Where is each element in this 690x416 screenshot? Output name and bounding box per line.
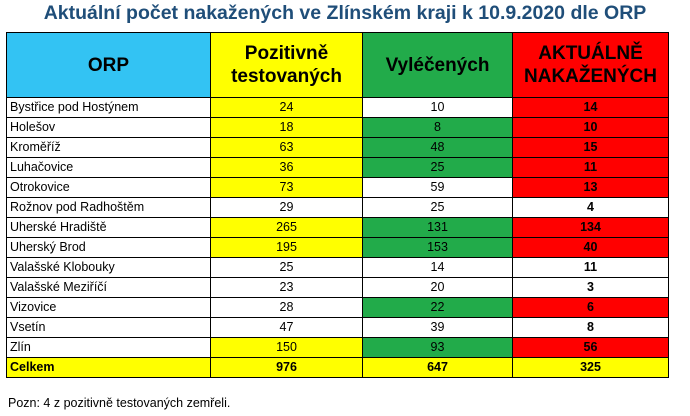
table-row: Bystřice pod Hostýnem 24 10 14 <box>6 97 669 118</box>
recovered-cell: 22 <box>362 297 513 318</box>
header-positive-line1: Pozitivně <box>244 43 329 64</box>
orp-name-cell: Valašské Meziříčí <box>6 277 211 298</box>
recovered-cell: 131 <box>362 217 513 238</box>
recovered-cell: 20 <box>362 277 513 298</box>
header-recovered-label: Vyléčených <box>385 54 490 76</box>
recovered-cell: 93 <box>362 337 513 358</box>
header-positive-line2: testovaných <box>231 66 342 87</box>
orp-name-cell: Holešov <box>6 117 211 138</box>
recovered-cell: 25 <box>362 157 513 178</box>
active-cell: 4 <box>512 197 669 218</box>
total-recovered: 647 <box>362 357 513 378</box>
orp-name-cell: Vsetín <box>6 317 211 338</box>
recovered-cell: 14 <box>362 257 513 278</box>
active-cell: 13 <box>512 177 669 198</box>
header-row: ORP Pozitivně testovaných Vyléčených AKT… <box>6 32 669 98</box>
table-row: Vsetín 47 39 8 <box>6 317 669 338</box>
table-row: Otrokovice 73 59 13 <box>6 177 669 198</box>
orp-name-cell: Uherské Hradiště <box>6 217 211 238</box>
orp-name-cell: Bystřice pod Hostýnem <box>6 97 211 118</box>
active-cell: 6 <box>512 297 669 318</box>
recovered-cell: 10 <box>362 97 513 118</box>
orp-name-cell: Valašské Klobouky <box>6 257 211 278</box>
table-row: Luhačovice 36 25 11 <box>6 157 669 178</box>
recovered-cell: 39 <box>362 317 513 338</box>
header-orp: ORP <box>6 32 211 98</box>
total-positive: 976 <box>210 357 363 378</box>
orp-name-cell: Otrokovice <box>6 177 211 198</box>
orp-name-cell: Kroměříž <box>6 137 211 158</box>
orp-name-cell: Uherský Brod <box>6 237 211 258</box>
total-active: 325 <box>512 357 669 378</box>
positive-cell: 265 <box>210 217 363 238</box>
header-active: AKTUÁLNĚ NAKAŽENÝCH <box>512 32 669 98</box>
header-orp-label: ORP <box>87 54 130 76</box>
positive-cell: 150 <box>210 337 363 358</box>
active-cell: 15 <box>512 137 669 158</box>
positive-cell: 29 <box>210 197 363 218</box>
table-row: Valašské Meziříčí 23 20 3 <box>6 277 669 298</box>
active-cell: 8 <box>512 317 669 338</box>
header-recovered: Vyléčených <box>362 32 513 98</box>
orp-table: ORP Pozitivně testovaných Vyléčených AKT… <box>6 32 669 378</box>
orp-name-cell: Rožnov pod Radhoštěm <box>6 197 211 218</box>
table-row: Valašské Klobouky 25 14 11 <box>6 257 669 278</box>
orp-name-cell: Luhačovice <box>6 157 211 178</box>
positive-cell: 195 <box>210 237 363 258</box>
recovered-cell: 48 <box>362 137 513 158</box>
footnote: Pozn: 4 z pozitivně testovaných zemřeli. <box>8 396 231 410</box>
positive-cell: 36 <box>210 157 363 178</box>
active-cell: 40 <box>512 237 669 258</box>
recovered-cell: 153 <box>362 237 513 258</box>
table-row: Vizovice 28 22 6 <box>6 297 669 318</box>
active-cell: 134 <box>512 217 669 238</box>
active-cell: 10 <box>512 117 669 138</box>
orp-name-cell: Vizovice <box>6 297 211 318</box>
positive-cell: 24 <box>210 97 363 118</box>
header-active-line2: NAKAŽENÝCH <box>524 66 657 87</box>
active-cell: 11 <box>512 157 669 178</box>
positive-cell: 47 <box>210 317 363 338</box>
active-cell: 56 <box>512 337 669 358</box>
total-row: Celkem 976 647 325 <box>6 357 669 378</box>
active-cell: 3 <box>512 277 669 298</box>
positive-cell: 23 <box>210 277 363 298</box>
table-row: Holešov 18 8 10 <box>6 117 669 138</box>
active-cell: 14 <box>512 97 669 118</box>
positive-cell: 73 <box>210 177 363 198</box>
positive-cell: 25 <box>210 257 363 278</box>
header-positive: Pozitivně testovaných <box>210 32 363 98</box>
recovered-cell: 8 <box>362 117 513 138</box>
recovered-cell: 59 <box>362 177 513 198</box>
positive-cell: 28 <box>210 297 363 318</box>
header-active-line1: AKTUÁLNĚ <box>538 43 643 64</box>
recovered-cell: 25 <box>362 197 513 218</box>
positive-cell: 63 <box>210 137 363 158</box>
table-row: Kroměříž 63 48 15 <box>6 137 669 158</box>
total-label: Celkem <box>6 357 211 378</box>
positive-cell: 18 <box>210 117 363 138</box>
page-title: Aktuální počet nakažených ve Zlínském kr… <box>43 2 647 24</box>
active-cell: 11 <box>512 257 669 278</box>
table-row: Uherský Brod 195 153 40 <box>6 237 669 258</box>
table-row: Uherské Hradiště 265 131 134 <box>6 217 669 238</box>
table-row: Zlín 150 93 56 <box>6 337 669 358</box>
table-row: Rožnov pod Radhoštěm 29 25 4 <box>6 197 669 218</box>
orp-name-cell: Zlín <box>6 337 211 358</box>
